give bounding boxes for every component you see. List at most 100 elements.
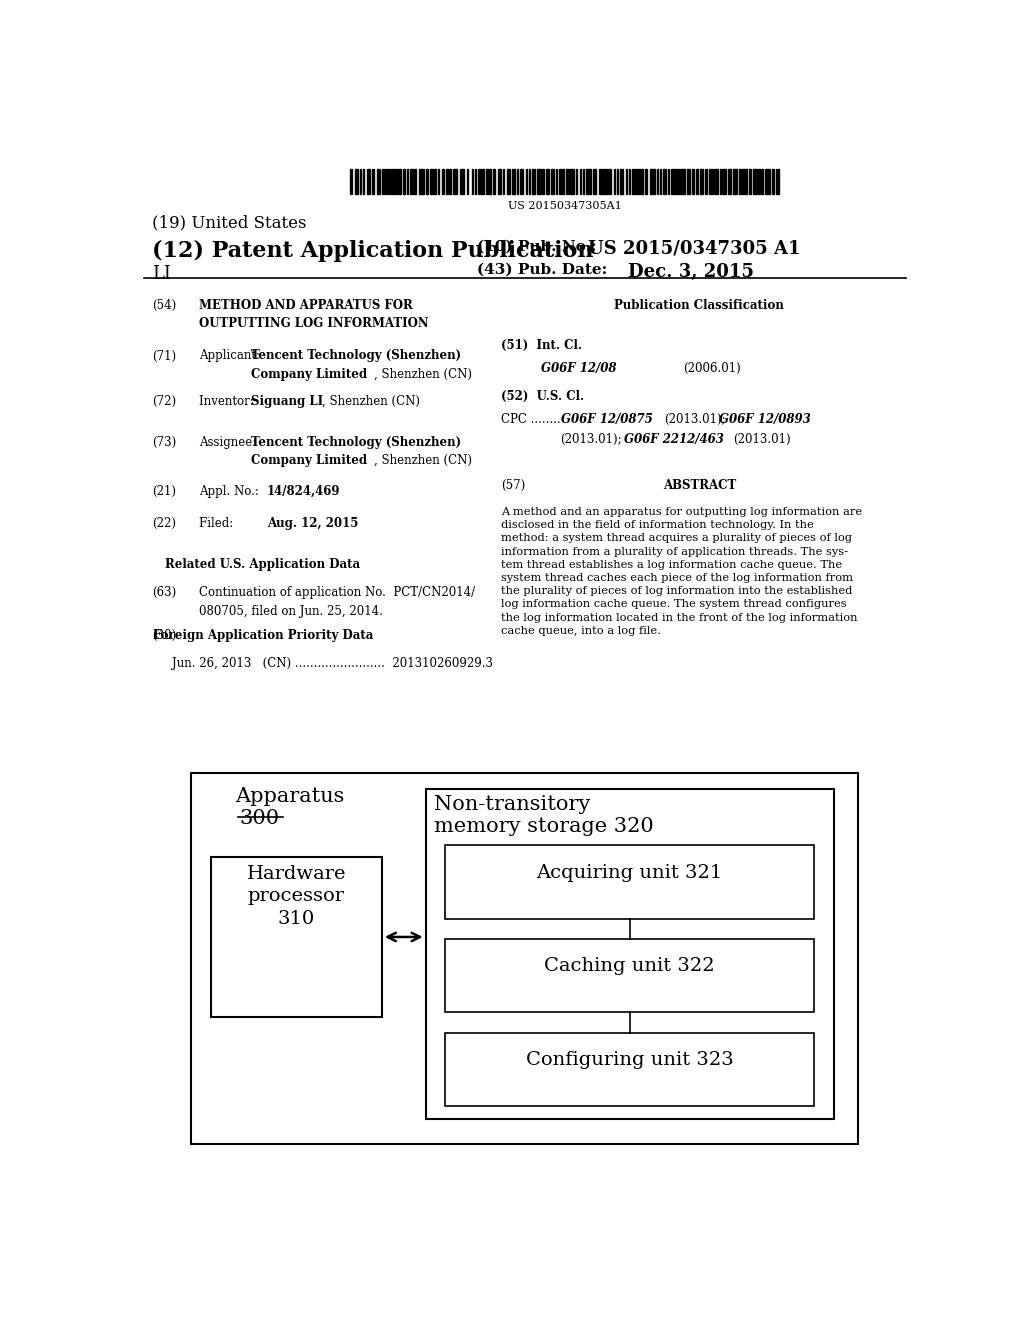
Bar (720, 169, 722, 194)
Text: 300: 300 (239, 809, 279, 828)
Text: , Shenzhen (CN): , Shenzhen (CN) (374, 368, 472, 380)
Bar (399, 169, 401, 194)
Text: memory storage 320: memory storage 320 (433, 817, 653, 836)
Bar (659, 169, 662, 194)
Text: LI: LI (152, 265, 171, 282)
Text: (71): (71) (152, 350, 176, 363)
Text: OUTPUTTING LOG INFORMATION: OUTPUTTING LOG INFORMATION (200, 317, 429, 330)
Bar (434, 169, 436, 194)
Bar (562, 169, 563, 194)
Text: (43) Pub. Date:: (43) Pub. Date: (477, 263, 607, 277)
Bar (538, 169, 541, 194)
Bar (531, 169, 536, 194)
Bar (507, 169, 510, 194)
Bar (772, 169, 774, 194)
Bar (621, 169, 624, 194)
Text: Dec. 3, 2015: Dec. 3, 2015 (628, 263, 754, 281)
Bar (709, 169, 711, 194)
Text: , Shenzhen (CN): , Shenzhen (CN) (323, 395, 421, 408)
Bar (569, 169, 574, 194)
Bar (467, 169, 468, 194)
Text: Company Limited: Company Limited (251, 454, 368, 467)
Bar (733, 169, 737, 194)
Bar (489, 169, 490, 194)
Bar (426, 169, 428, 194)
Bar (528, 169, 530, 194)
Bar (616, 169, 618, 194)
Bar (517, 169, 518, 194)
Bar (677, 169, 679, 194)
Text: (30): (30) (152, 630, 176, 642)
Text: (2013.01): (2013.01) (733, 433, 791, 446)
Text: Tencent Technology (Shenzhen): Tencent Technology (Shenzhen) (251, 350, 461, 363)
Text: Filed:: Filed: (200, 517, 260, 531)
Bar (556, 169, 557, 194)
Bar (350, 169, 352, 194)
Bar (367, 169, 370, 194)
Text: (10) Pub. No.:: (10) Pub. No.: (477, 240, 597, 253)
Bar (460, 169, 465, 194)
Text: Jun. 26, 2013   (CN) ........................  201310260929.3: Jun. 26, 2013 (CN) .....................… (172, 657, 493, 671)
Text: METHOD AND APPARATUS FOR: METHOD AND APPARATUS FOR (200, 298, 413, 312)
Bar (445, 939, 814, 1012)
Bar (775, 169, 779, 194)
Bar (503, 169, 504, 194)
Text: G06F 12/0875: G06F 12/0875 (560, 413, 652, 425)
Bar (512, 169, 515, 194)
Bar (385, 169, 387, 194)
Text: G06F 12/08: G06F 12/08 (541, 362, 616, 375)
Bar (668, 169, 670, 194)
Text: Appl. No.:: Appl. No.: (200, 484, 263, 498)
Bar (761, 169, 763, 194)
Text: 310: 310 (278, 909, 314, 928)
Bar (586, 169, 591, 194)
Bar (373, 169, 374, 194)
Bar (450, 169, 451, 194)
Text: Configuring unit 323: Configuring unit 323 (525, 1051, 733, 1069)
Bar (211, 857, 382, 1018)
Bar (656, 169, 658, 194)
Bar (403, 169, 404, 194)
Bar (603, 169, 606, 194)
Text: (51)  Int. Cl.: (51) Int. Cl. (501, 339, 582, 352)
Text: Foreign Application Priority Data: Foreign Application Priority Data (153, 630, 373, 642)
Bar (377, 169, 380, 194)
Bar (692, 169, 694, 194)
Text: US 2015/0347305 A1: US 2015/0347305 A1 (588, 240, 801, 257)
Text: 14/824,469: 14/824,469 (267, 484, 340, 498)
Text: (2006.01): (2006.01) (684, 362, 741, 375)
Bar (599, 169, 602, 194)
Bar (498, 169, 501, 194)
Bar (663, 169, 666, 194)
Text: G06F 2212/463: G06F 2212/463 (624, 433, 724, 446)
Text: G06F 12/0893: G06F 12/0893 (719, 413, 811, 425)
Text: Siguang LI: Siguang LI (251, 395, 324, 408)
Text: Non-transitory: Non-transitory (433, 795, 590, 813)
Bar (723, 169, 726, 194)
Bar (712, 169, 714, 194)
Bar (478, 169, 479, 194)
Bar (593, 169, 596, 194)
Text: (22): (22) (152, 517, 176, 531)
Text: Inventor:: Inventor: (200, 395, 258, 408)
Text: US 20150347305A1: US 20150347305A1 (508, 201, 622, 211)
Bar (396, 169, 398, 194)
Text: Hardware: Hardware (247, 865, 346, 883)
Bar (430, 169, 433, 194)
Bar (583, 169, 585, 194)
Bar (415, 169, 416, 194)
Text: (52)  U.S. Cl.: (52) U.S. Cl. (501, 391, 584, 403)
Bar (472, 169, 473, 194)
Bar (426, 788, 835, 1119)
Text: Applicant:: Applicant: (200, 350, 264, 363)
Text: Continuation of application No.  PCT/CN2014/: Continuation of application No. PCT/CN20… (200, 586, 475, 599)
Bar (382, 169, 384, 194)
Bar (445, 846, 814, 919)
Text: (57): (57) (501, 479, 525, 491)
Text: Publication Classification: Publication Classification (614, 298, 784, 312)
Bar (650, 169, 655, 194)
Bar (391, 169, 394, 194)
Bar (671, 169, 676, 194)
Bar (742, 169, 748, 194)
Bar (546, 169, 550, 194)
